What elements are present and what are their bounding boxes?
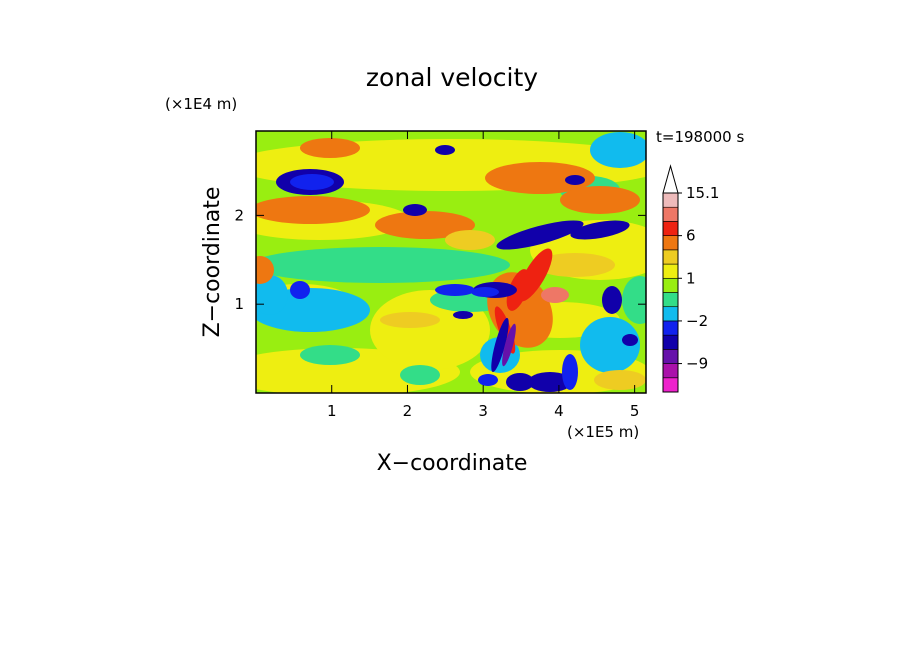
colorbar-label: −2 (686, 312, 708, 330)
field-blob (256, 247, 510, 283)
field-blob (580, 317, 640, 373)
colorbar: −9 −2 1 6 15.1 (662, 164, 719, 393)
field-blob (445, 230, 495, 250)
field-blob (502, 323, 516, 367)
colorbar-frame (662, 192, 679, 393)
field-blob (300, 138, 360, 158)
colorbar-level (662, 334, 679, 350)
colorbar-level (662, 235, 679, 251)
y-tick-label: 2 (234, 206, 244, 224)
y-scale-label: (×1E4 m) (165, 95, 237, 113)
field-blob (375, 211, 475, 239)
colorbar-label: 15.1 (686, 184, 719, 202)
field-blob (517, 248, 553, 302)
field-blob (453, 311, 473, 319)
field-blob (622, 334, 638, 346)
field-blob (570, 220, 630, 240)
field-blob (403, 204, 427, 216)
y-axis: 12 (234, 206, 646, 313)
colorbar-label: 6 (686, 227, 696, 245)
field-blob (541, 287, 569, 303)
colorbar-extend-arrow (662, 164, 679, 194)
field-blob (380, 312, 440, 328)
colorbar-level (662, 221, 679, 236)
colorbar-level (662, 349, 679, 364)
field-blob (560, 186, 640, 214)
x-tick-label: 4 (554, 402, 564, 420)
field-blob (535, 253, 615, 277)
field-blob (256, 275, 288, 315)
colorbar-level (662, 277, 679, 293)
x-tick-label: 1 (327, 402, 337, 420)
field-blob (290, 281, 310, 299)
x-tick-label: 5 (630, 402, 640, 420)
field-blob (506, 373, 534, 391)
colorbar-level (662, 320, 679, 336)
field-blob (256, 256, 274, 284)
field-blob (400, 365, 440, 385)
plot-frame (255, 130, 647, 394)
y-axis-label: Z−coordinate (200, 187, 225, 338)
heatmap-field (256, 131, 646, 393)
x-tick-label: 2 (403, 402, 413, 420)
x-scale-label: (×1E5 m) (567, 423, 639, 441)
field-blob (565, 175, 585, 185)
colorbar-level (662, 306, 679, 322)
field-blob (491, 317, 509, 373)
field-blob (435, 145, 455, 155)
field-blob (562, 354, 578, 390)
colorbar-level (662, 206, 679, 222)
field-blob (602, 286, 622, 314)
field-blob (528, 372, 572, 392)
colorbar-level (662, 263, 679, 279)
colorbar-level (662, 363, 679, 379)
time-label: t=198000 s (656, 128, 744, 146)
x-axis: 1 2 3 4 5 (327, 131, 639, 420)
colorbar-label: 1 (686, 269, 696, 287)
field-blob (478, 374, 498, 386)
field-blob (496, 220, 584, 250)
colorbar-level (662, 249, 679, 265)
x-axis-label: X−coordinate (377, 451, 528, 476)
field-blob (290, 174, 334, 190)
x-tick-label: 3 (478, 402, 488, 420)
colorbar-level (662, 192, 679, 208)
y-tick-label: 1 (234, 295, 244, 313)
field-blob (594, 370, 646, 390)
field-blob (300, 345, 360, 365)
field-blob (485, 162, 595, 194)
chart-title: zonal velocity (366, 63, 538, 92)
field-blob (471, 287, 499, 297)
field-blob (256, 196, 370, 224)
colorbar-level (662, 377, 679, 393)
field-blob (435, 284, 475, 296)
colorbar-label: −9 (686, 355, 708, 373)
colorbar-level (662, 292, 679, 308)
field-blob (622, 276, 646, 324)
field-blob (590, 132, 646, 168)
